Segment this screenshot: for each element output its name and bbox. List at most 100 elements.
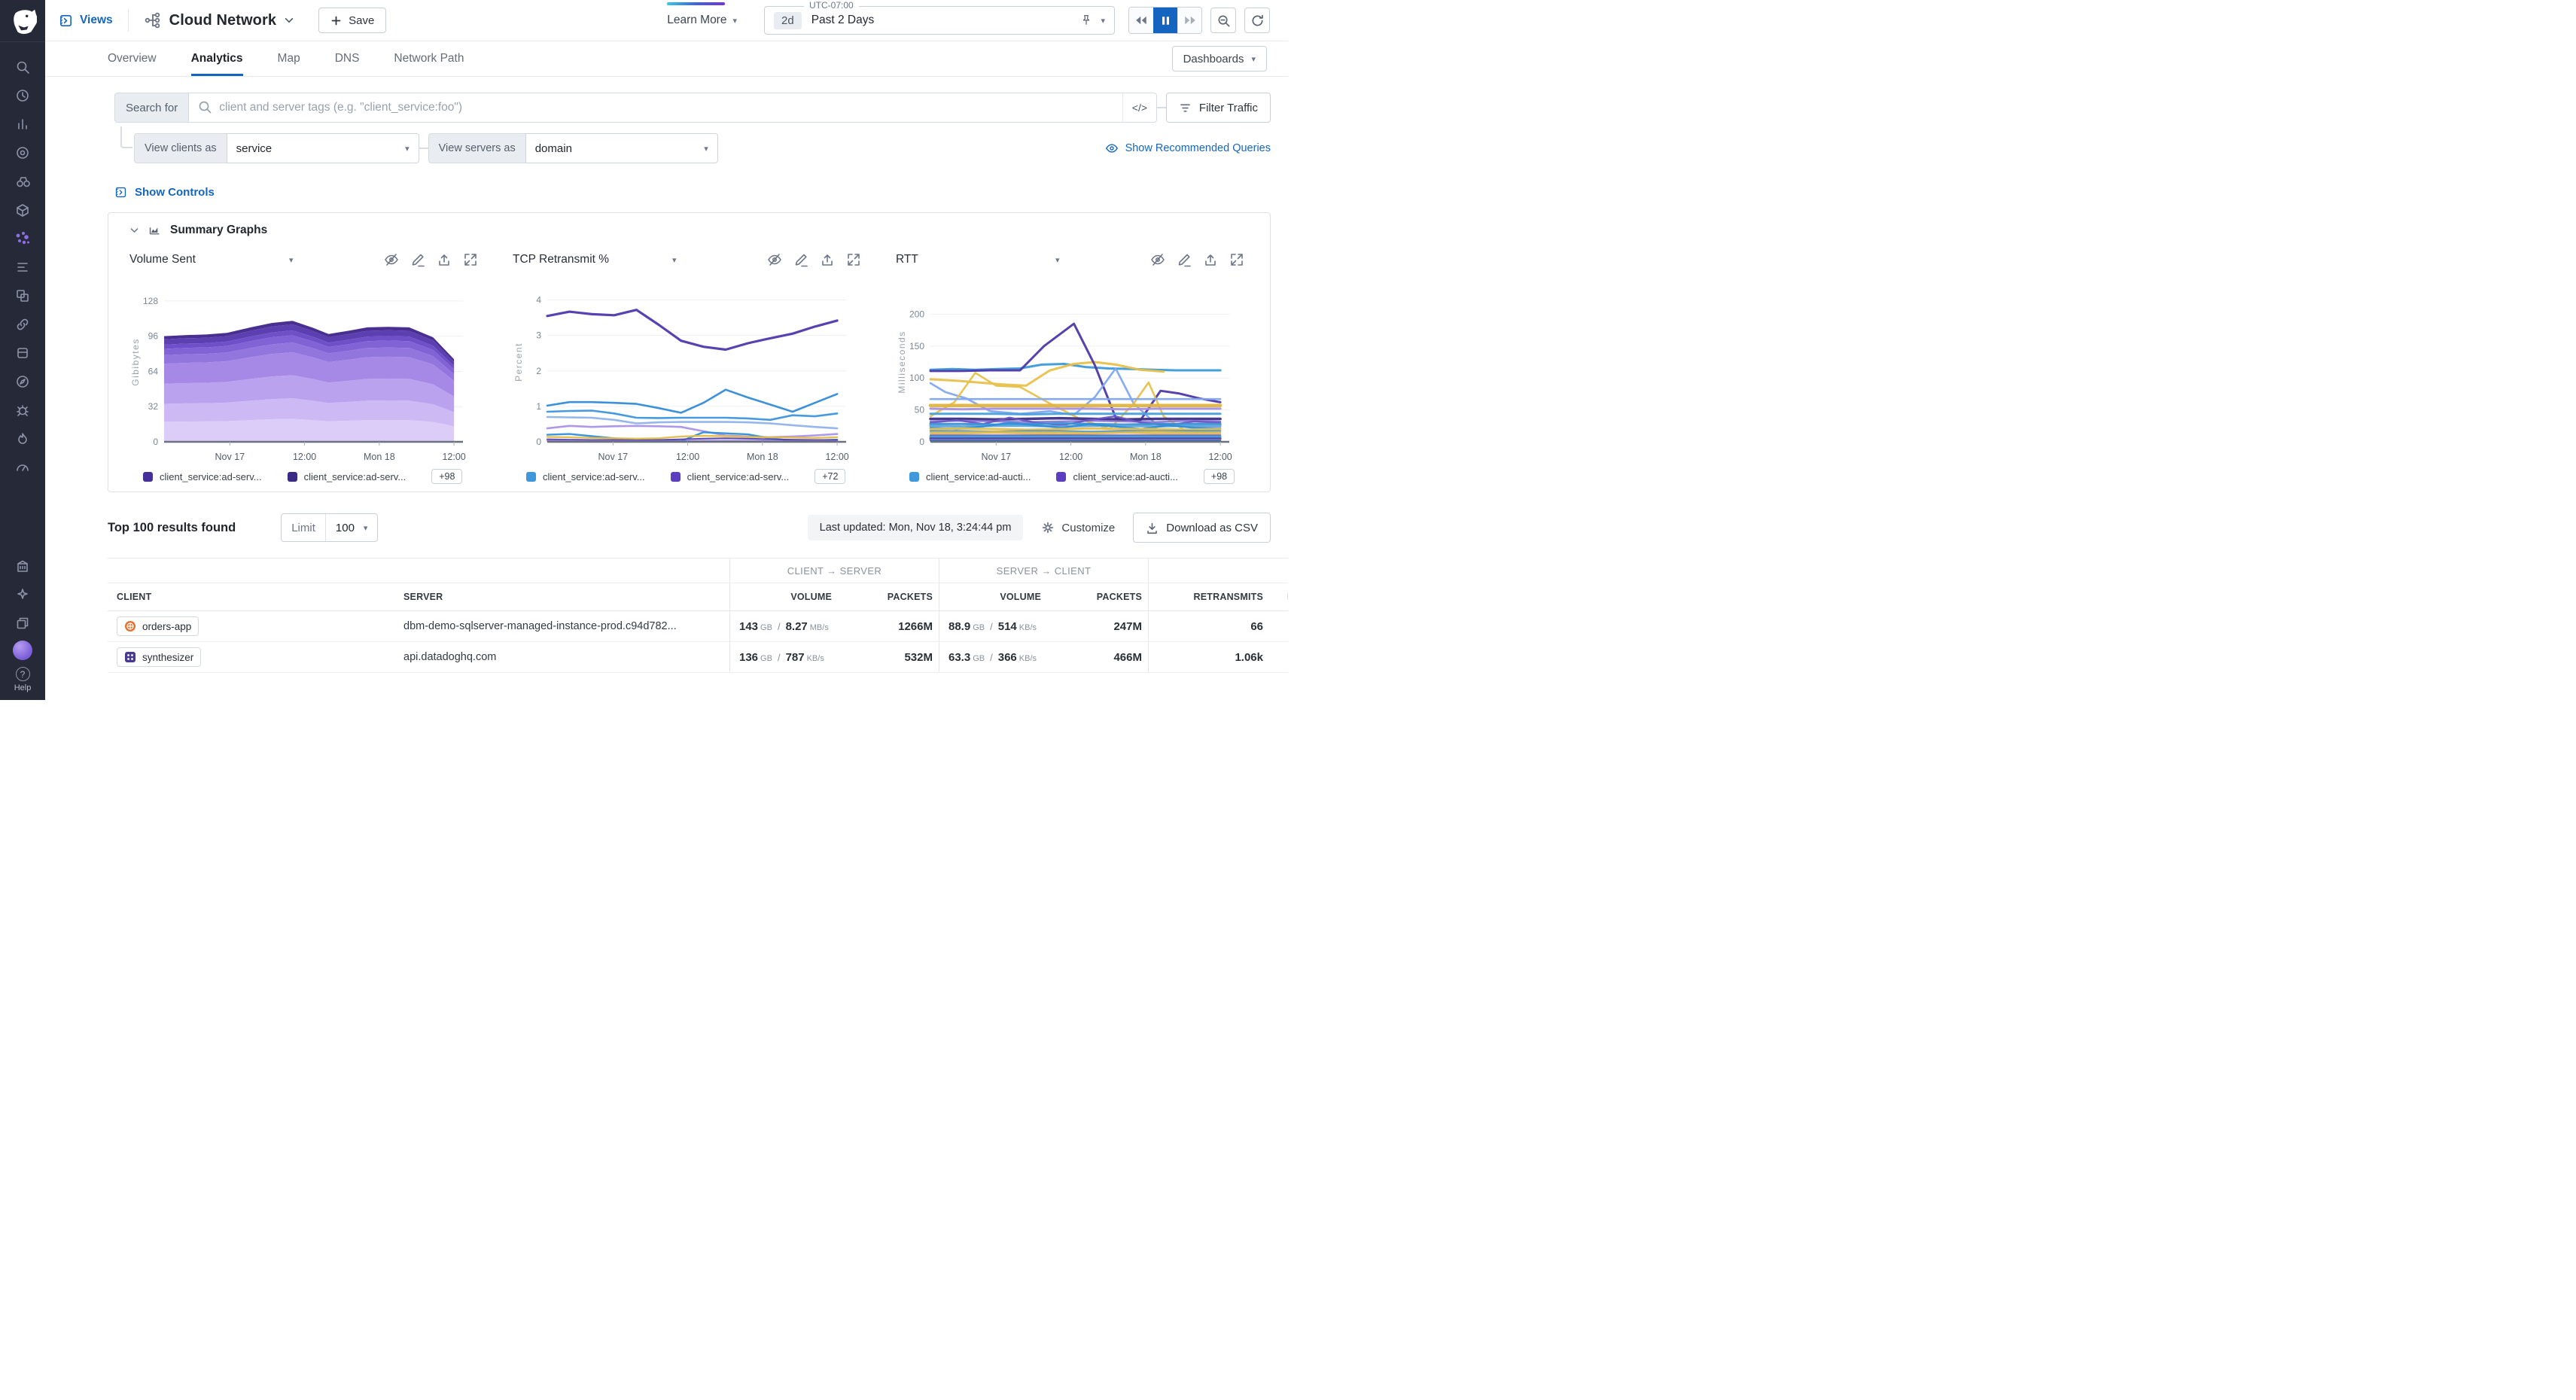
dashboards-button[interactable]: Dashboards ▾ — [1171, 46, 1267, 72]
sc-packets: 247M — [1113, 619, 1142, 633]
table-row[interactable]: synthesizer api.datadoghq.com 136 GB/787 K… — [108, 642, 1288, 673]
view-clients-as-select[interactable]: service ▾ — [226, 133, 419, 163]
legend-more-badge[interactable]: +98 — [1203, 469, 1235, 484]
target-icon[interactable] — [9, 142, 36, 163]
edit-pencil-icon[interactable] — [1177, 252, 1192, 267]
legend-item[interactable]: client_service:ad-aucti... — [1056, 471, 1178, 482]
search-input[interactable] — [188, 93, 1122, 123]
windows-icon[interactable] — [9, 285, 36, 306]
view-title-dropdown[interactable]: Cloud Network — [144, 11, 294, 29]
export-icon[interactable] — [437, 252, 452, 267]
show-recommended-queries-link[interactable]: Show Recommended Queries — [1105, 142, 1271, 155]
rtt-chart[interactable]: 0 50 100 150 200 Nov 17 12:00 Mon 18 12:00 Millis… — [896, 275, 1238, 464]
legend-more-badge[interactable]: +72 — [815, 469, 846, 484]
bar-chart-icon[interactable] — [9, 113, 36, 135]
sparkle-icon[interactable] — [9, 583, 36, 605]
column-header-packets-sc[interactable]: PACKETS — [1096, 592, 1142, 602]
edit-pencil-icon[interactable] — [793, 252, 808, 267]
cube-icon[interactable] — [9, 199, 36, 221]
chart-title-select[interactable]: RTT — [896, 253, 918, 266]
svg-text:Mon 18: Mon 18 — [1130, 452, 1162, 462]
export-icon[interactable] — [1203, 252, 1218, 267]
summary-graphs-header[interactable]: Summary Graphs — [129, 224, 1249, 237]
views-button[interactable]: Views — [59, 14, 113, 28]
save-button[interactable]: Save — [318, 8, 387, 33]
flame-icon[interactable] — [9, 428, 36, 449]
legend-item[interactable]: client_service:ad-serv... — [526, 471, 645, 482]
download-csv-button[interactable]: Download as CSV — [1133, 513, 1271, 543]
chart-title-select[interactable]: TCP Retransmit % — [513, 253, 610, 266]
volume-sent-chart[interactable]: 0 32 64 96 128 Nov 17 12:00 Mon 18 12:00 Gibibyte… — [129, 275, 472, 464]
binoculars-icon[interactable] — [9, 170, 36, 192]
legend-item[interactable]: client_service:ad-aucti... — [909, 471, 1031, 482]
expand-icon[interactable] — [1229, 252, 1244, 267]
flows-icon[interactable] — [9, 256, 36, 278]
refresh-button[interactable] — [1244, 8, 1270, 33]
limit-select[interactable]: 100 ▾ — [324, 514, 378, 541]
tab-map[interactable]: Map — [277, 52, 300, 65]
fast-forward-button[interactable] — [1177, 8, 1201, 33]
eye-off-icon[interactable] — [767, 252, 782, 267]
server-name[interactable]: dbm-demo-sqlserver-managed-instance-prod… — [403, 620, 677, 632]
column-header-latency[interactable]: LATENCY — [1286, 583, 1288, 610]
pin-icon[interactable] — [1079, 14, 1093, 27]
export-icon[interactable] — [820, 252, 835, 267]
server-name[interactable]: api.datadoghq.com — [403, 651, 497, 663]
show-controls-link[interactable]: Show Controls — [114, 186, 1288, 199]
bug-icon[interactable] — [9, 399, 36, 421]
area-chart-icon — [149, 227, 160, 234]
edit-pencil-icon[interactable] — [410, 252, 425, 267]
link-icon[interactable] — [9, 313, 36, 335]
chevron-down-icon[interactable]: ▾ — [1055, 255, 1060, 265]
tab-overview[interactable]: Overview — [108, 52, 157, 65]
chevron-down-icon[interactable]: ▾ — [289, 255, 294, 265]
customize-button[interactable]: Customize — [1041, 521, 1115, 534]
column-header-server[interactable]: SERVER — [403, 592, 443, 602]
client-pill[interactable]: synthesizer — [117, 647, 202, 667]
package-icon[interactable] — [9, 342, 36, 364]
building-icon[interactable] — [9, 555, 36, 577]
view-servers-as-select[interactable]: domain ▾ — [525, 133, 718, 163]
expand-icon[interactable] — [463, 252, 478, 267]
retransmits: 66 — [1250, 619, 1263, 633]
datadog-logo[interactable] — [0, 0, 45, 42]
chevron-down-icon[interactable]: ▾ — [1101, 16, 1105, 26]
tcp-retransmit-chart[interactable]: 0 1 2 3 4 Nov 17 12:00 Mon 18 12:00 Percent — [513, 275, 855, 464]
search-icon[interactable] — [9, 56, 36, 78]
filter-traffic-button[interactable]: Filter Traffic — [1165, 93, 1271, 123]
eye-off-icon[interactable] — [384, 252, 399, 267]
time-range-picker[interactable]: UTC-07:00 2d Past 2 Days ▾ — [764, 0, 1115, 35]
column-header-retransmits[interactable]: RETRANSMITS — [1148, 583, 1286, 610]
column-header-volume-cs[interactable]: VOLUME — [729, 583, 854, 610]
rewind-button[interactable] — [1129, 8, 1153, 33]
compass-icon[interactable] — [9, 370, 36, 392]
layers-icon[interactable] — [9, 612, 36, 634]
legend-more-badge[interactable]: +98 — [431, 469, 463, 484]
code-toggle-button[interactable]: </> — [1122, 93, 1157, 123]
sc-volume: 88.9 GB/514 KB/s — [948, 619, 1037, 633]
learn-more-dropdown[interactable]: Learn More ▾ — [667, 2, 737, 26]
column-header-volume-sc[interactable]: VOLUME — [939, 583, 1064, 610]
chart-title-select[interactable]: Volume Sent — [129, 253, 196, 266]
history-icon[interactable] — [9, 84, 36, 106]
gauge-icon[interactable] — [9, 456, 36, 478]
legend-item[interactable]: client_service:ad-serv... — [143, 471, 262, 482]
chevron-down-icon[interactable]: ▾ — [672, 255, 677, 265]
client-pill[interactable]: orders-app — [117, 616, 199, 636]
table-row[interactable]: orders-app dbm-demo-sqlserver-managed-in… — [108, 611, 1288, 642]
tab-network-path[interactable]: Network Path — [394, 52, 464, 65]
tab-dns[interactable]: DNS — [334, 52, 360, 65]
zoom-out-button[interactable] — [1210, 8, 1236, 33]
tab-analytics[interactable]: Analytics — [190, 41, 243, 76]
network-analytics-icon[interactable] — [9, 227, 36, 249]
column-header-packets-cs[interactable]: PACKETS — [887, 592, 933, 602]
pause-button[interactable] — [1153, 8, 1177, 33]
expand-icon[interactable] — [846, 252, 861, 267]
panel-expand-icon — [115, 187, 126, 198]
legend-item[interactable]: client_service:ad-serv... — [670, 471, 789, 482]
eye-off-icon[interactable] — [1150, 252, 1165, 267]
legend-item[interactable]: client_service:ad-serv... — [287, 471, 406, 482]
column-header-client[interactable]: CLIENT — [117, 592, 152, 602]
help-button[interactable]: ? Help — [14, 667, 31, 692]
avatar[interactable] — [13, 641, 32, 660]
